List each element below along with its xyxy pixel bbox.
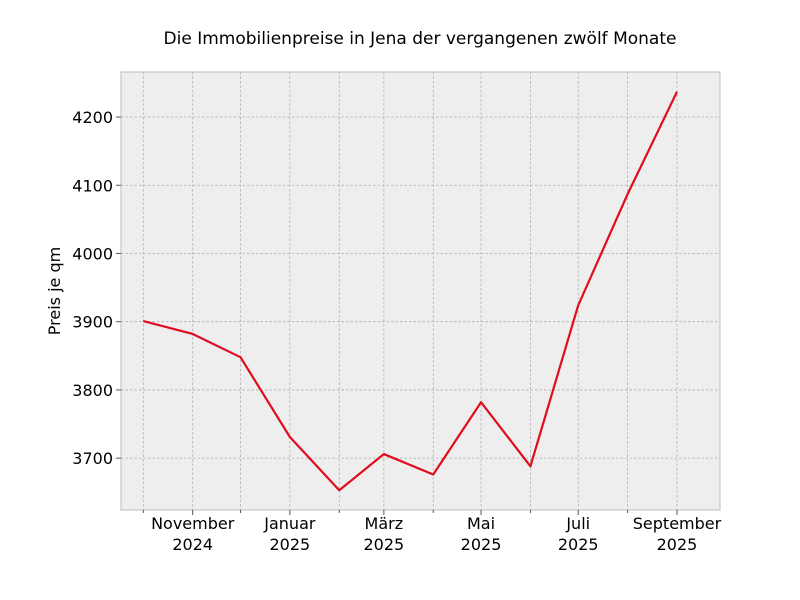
x-tick: Januar 2025 — [263, 510, 316, 554]
y-tick: 3900 — [72, 313, 121, 332]
x-tick-label-month: September — [633, 514, 722, 533]
y-tick-label: 4100 — [72, 176, 113, 195]
x-tick: November 2024 — [151, 510, 235, 554]
x-tick-label-year: 2025 — [558, 535, 599, 554]
y-tick-label: 4000 — [72, 244, 113, 263]
y-tick: 3800 — [72, 381, 121, 400]
x-axis: November2024Januar2025März2025Mai2025Jul… — [142, 510, 722, 554]
y-tick: 4100 — [72, 176, 121, 195]
y-axis: 3700 3800 3900 4000 4100 4200 — [72, 108, 121, 468]
series-line — [143, 91, 678, 492]
x-tick-label-month: November — [151, 514, 235, 533]
y-tick-label: 4200 — [72, 108, 113, 127]
x-tick-label-month: Juli — [565, 514, 590, 533]
y-tick: 4200 — [72, 108, 121, 127]
x-tick-label-month: Januar — [263, 514, 316, 533]
x-tick: Juli 2025 — [558, 510, 599, 554]
y-tick: 4000 — [72, 244, 121, 263]
x-tick-label-year: 2024 — [172, 535, 213, 554]
grid — [121, 72, 720, 510]
x-tick-label-year: 2025 — [657, 535, 698, 554]
chart-title: Die Immobilienpreise in Jena der vergang… — [164, 29, 677, 49]
y-tick-label: 3700 — [72, 449, 113, 468]
x-tick-label-month: März — [365, 514, 404, 533]
x-tick: Mai 2025 — [461, 510, 502, 554]
x-tick: September 2025 — [633, 510, 722, 554]
x-tick-label-year: 2025 — [270, 535, 311, 554]
x-tick: März 2025 — [363, 510, 404, 554]
y-tick-label: 3800 — [72, 381, 113, 400]
series-layer — [143, 91, 678, 492]
plot-area — [120, 71, 721, 511]
y-tick: 3700 — [72, 449, 121, 468]
x-tick-label-year: 2025 — [363, 535, 404, 554]
y-tick-label: 3900 — [72, 313, 113, 332]
y-axis-label: Preis je qm — [45, 247, 64, 335]
x-tick-label-year: 2025 — [461, 535, 502, 554]
x-tick-label-month: Mai — [467, 514, 495, 533]
